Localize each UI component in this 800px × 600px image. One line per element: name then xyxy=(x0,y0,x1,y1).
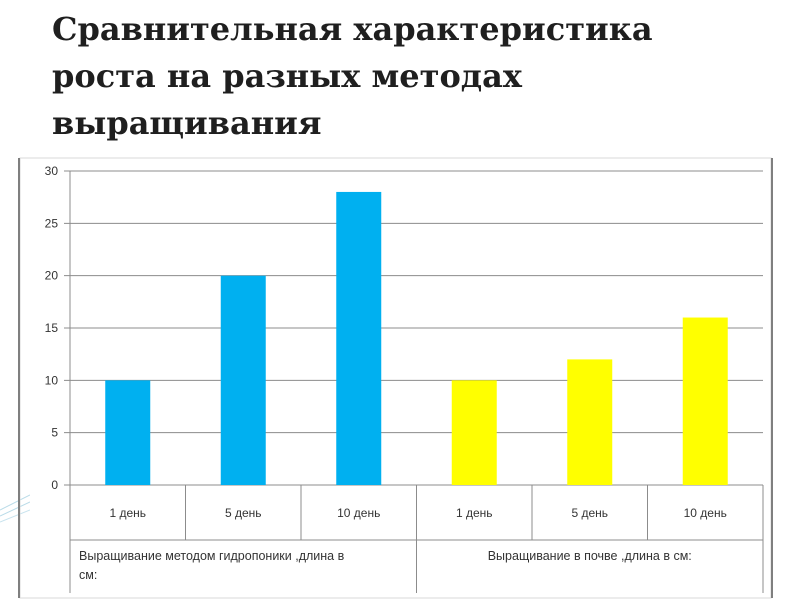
slide-title: Сравнительная характеристика роста на ра… xyxy=(52,6,772,147)
decorative-swoosh xyxy=(0,494,30,523)
y-tick-label: 0 xyxy=(51,478,58,492)
bar xyxy=(567,359,613,485)
x-tick-label: 10 день xyxy=(337,506,380,520)
chart-frame-border xyxy=(19,157,772,599)
bar xyxy=(682,317,728,485)
group-label: см: xyxy=(79,568,97,582)
y-tick-label: 10 xyxy=(45,373,59,387)
title-line-3: выращивания xyxy=(52,104,322,142)
y-tick-label: 5 xyxy=(51,426,58,440)
y-tick-label: 15 xyxy=(45,321,59,335)
bar xyxy=(220,275,266,485)
bar xyxy=(336,191,382,485)
title-line-2: роста на разных методах xyxy=(52,57,522,95)
x-tick-label: 5 день xyxy=(225,506,262,520)
bar xyxy=(105,380,151,485)
x-tick-label: 1 день xyxy=(456,506,493,520)
y-tick-label: 30 xyxy=(45,164,59,178)
y-tick-label: 25 xyxy=(45,216,59,230)
x-tick-label: 1 день xyxy=(109,506,146,520)
group-label: Выращивание методом гидропоники ,длина в xyxy=(79,549,345,563)
x-tick-label: 5 день xyxy=(571,506,608,520)
chart-plot-area: 0 5 10 15 20 25 30 1 день 5 день 10 день 1 день 5 д… xyxy=(18,157,773,599)
bar xyxy=(451,380,497,485)
group-label: Выращивание в почве ,длина в см: xyxy=(488,549,692,563)
y-tick-label: 20 xyxy=(45,269,59,283)
x-tick-label: 10 день xyxy=(684,506,727,520)
title-line-1: Сравнительная характеристика xyxy=(52,10,653,48)
